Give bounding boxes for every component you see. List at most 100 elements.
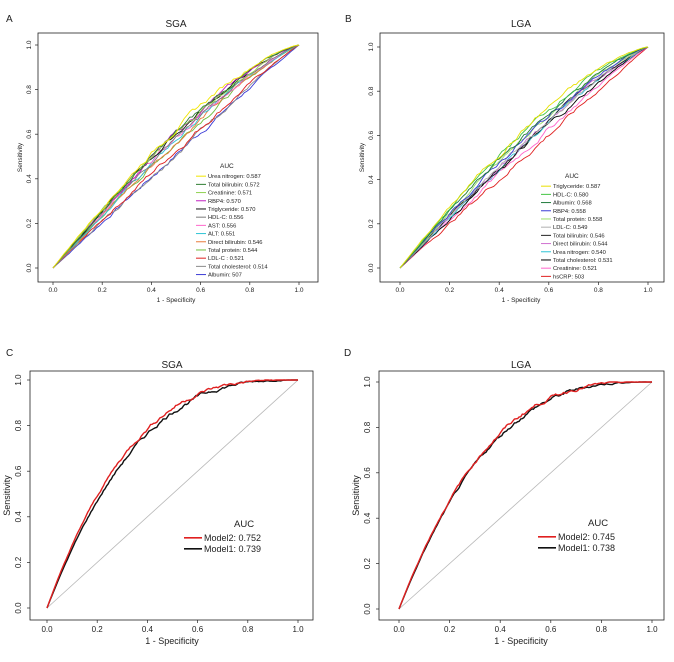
- roc-curve-10: [399, 46, 649, 269]
- roc-curve-3: [52, 44, 300, 269]
- x-tick-label: 1.0: [292, 625, 304, 634]
- y-tick-label: 0.6: [26, 129, 33, 138]
- x-tick-label: 0.0: [48, 287, 57, 294]
- roc-curve-1: [398, 381, 652, 610]
- y-tick-label: 0.4: [26, 174, 33, 183]
- roc-curve-9: [399, 46, 649, 269]
- roc-curve-1: [399, 46, 649, 269]
- roc-curve-3: [399, 46, 649, 269]
- x-tick-label: 0.4: [142, 625, 154, 634]
- legend-title: AUC: [234, 519, 254, 530]
- x-axis-label: 1 - Specificity: [494, 636, 548, 646]
- y-axis-label: Sensitivity: [2, 475, 12, 516]
- x-tick-label: 0.2: [444, 625, 456, 634]
- x-tick-label: 0.0: [41, 625, 53, 634]
- legend-label: Albumin: 0.568: [553, 201, 592, 207]
- legend-label: Direct bilirubin: 0.546: [208, 240, 262, 246]
- legend-label: Creatinine: 0.571: [208, 191, 252, 197]
- legend-label: Albumin: 507: [208, 273, 242, 279]
- y-tick-label: 0.6: [363, 467, 372, 479]
- plot-frame: [379, 32, 665, 283]
- x-tick-label: 0.8: [242, 625, 254, 634]
- roc-panel-B: B LGA 0.0 0.2 0.4 0.6 0.8 1.0 0.0 0.2 0.4 0.6 0.8 1.0…: [345, 14, 665, 304]
- y-tick-label: 0.2: [14, 556, 23, 568]
- y-tick-label: 1.0: [363, 376, 372, 388]
- x-tick-label: 0.8: [596, 625, 608, 634]
- roc-curve-12: [399, 46, 649, 269]
- x-tick-label: 0.8: [594, 287, 603, 294]
- legend-label: Urea nitrogen: 0.587: [208, 174, 261, 180]
- legend-label: RBP4: 0.570: [208, 199, 241, 205]
- y-tick-label: 0.8: [368, 86, 375, 95]
- x-axis-label: 1 - Specificity: [502, 297, 541, 304]
- legend-label: Total protein: 0.558: [553, 217, 602, 223]
- chart-title: LGA: [511, 19, 531, 30]
- legend-label: Total cholesterol: 0.514: [208, 264, 268, 270]
- legend-label: Model2: 0.752: [204, 533, 261, 543]
- y-tick-label: 0.8: [26, 85, 33, 94]
- x-axis-label: 1 - Specificity: [157, 297, 196, 304]
- y-tick-label: 0.0: [14, 602, 23, 614]
- legend-title: AUC: [220, 163, 234, 170]
- diagonal-reference-line: [46, 379, 299, 609]
- x-tick-label: 0.6: [545, 625, 557, 634]
- roc-curve-2: [46, 379, 298, 609]
- x-tick-label: 0.2: [92, 625, 104, 634]
- roc-curve-8: [399, 46, 649, 269]
- legend-title: AUC: [565, 173, 579, 180]
- legend: AUC Triglyceride: 0.587 HDL-C: 0.580 Albumi…: [541, 173, 613, 280]
- legend: AUC Urea nitrogen: 0.587 Total bilirubin: …: [196, 163, 268, 279]
- x-tick-label: 1.0: [646, 625, 658, 634]
- x-tick-label: 0.6: [192, 625, 204, 634]
- roc-curve-2: [399, 46, 649, 269]
- legend-label: Urea nitrogen: 0.540: [553, 250, 606, 256]
- roc-curve-11: [399, 46, 649, 269]
- roc-curve-13: [52, 44, 300, 269]
- legend-label: RBP4: 0.558: [553, 209, 586, 215]
- legend-label: HDL-C: 0.556: [208, 215, 243, 221]
- legend-label: Model1: 0.738: [558, 543, 615, 553]
- y-axis-label: Sensitivity: [359, 142, 366, 172]
- legend-label: LDL-C: 0.549: [553, 225, 587, 231]
- plot-frame: [29, 370, 314, 621]
- x-tick-label: 0.0: [393, 625, 405, 634]
- y-tick-label: 1.0: [26, 40, 33, 49]
- y-tick-label: 0.6: [14, 465, 23, 477]
- y-tick-label: 0.6: [368, 131, 375, 140]
- legend-label: Total protein: 0.544: [208, 248, 258, 254]
- x-tick-label: 0.4: [147, 287, 156, 294]
- legend-label: Total bilirubin: 0.546: [553, 233, 605, 239]
- legend-label: HDL-C: 0.580: [553, 192, 588, 198]
- roc-curve-12: [52, 44, 300, 269]
- legend-title: AUC: [588, 518, 608, 529]
- roc-curve-7: [399, 46, 649, 269]
- legend-label: ALT: 0.551: [208, 232, 235, 238]
- x-tick-label: 0.0: [395, 287, 404, 294]
- y-tick-label: 0.0: [368, 263, 375, 272]
- panel-letter: D: [344, 348, 351, 359]
- y-tick-label: 0.4: [368, 175, 375, 184]
- roc-curve-4: [399, 46, 649, 269]
- roc-curve-5: [399, 46, 649, 269]
- panel-letter: C: [6, 348, 13, 359]
- legend-label: hsCRP: 503: [553, 274, 584, 280]
- panel-letter: B: [345, 14, 352, 25]
- legend-label: Model1: 0.739: [204, 544, 261, 554]
- x-tick-label: 0.6: [544, 287, 553, 294]
- plot-frame: [37, 32, 319, 283]
- legend-label: Model2: 0.745: [558, 532, 615, 542]
- legend-label: LDL-C : 0.521: [208, 256, 244, 262]
- y-axis-label: Sensitivity: [17, 142, 24, 172]
- x-tick-label: 0.8: [245, 287, 254, 294]
- diagonal-reference-line: [398, 381, 653, 610]
- y-tick-label: 0.0: [26, 263, 33, 272]
- chart-title: LGA: [511, 360, 531, 371]
- legend-label: Direct bilirubin: 0.544: [553, 242, 608, 248]
- x-tick-label: 1.0: [294, 287, 303, 294]
- legend-label: Triglyceride: 0.570: [208, 207, 255, 213]
- x-tick-label: 0.4: [495, 287, 504, 294]
- y-tick-label: 0.2: [368, 219, 375, 228]
- y-axis-label: Sensitivity: [351, 475, 361, 516]
